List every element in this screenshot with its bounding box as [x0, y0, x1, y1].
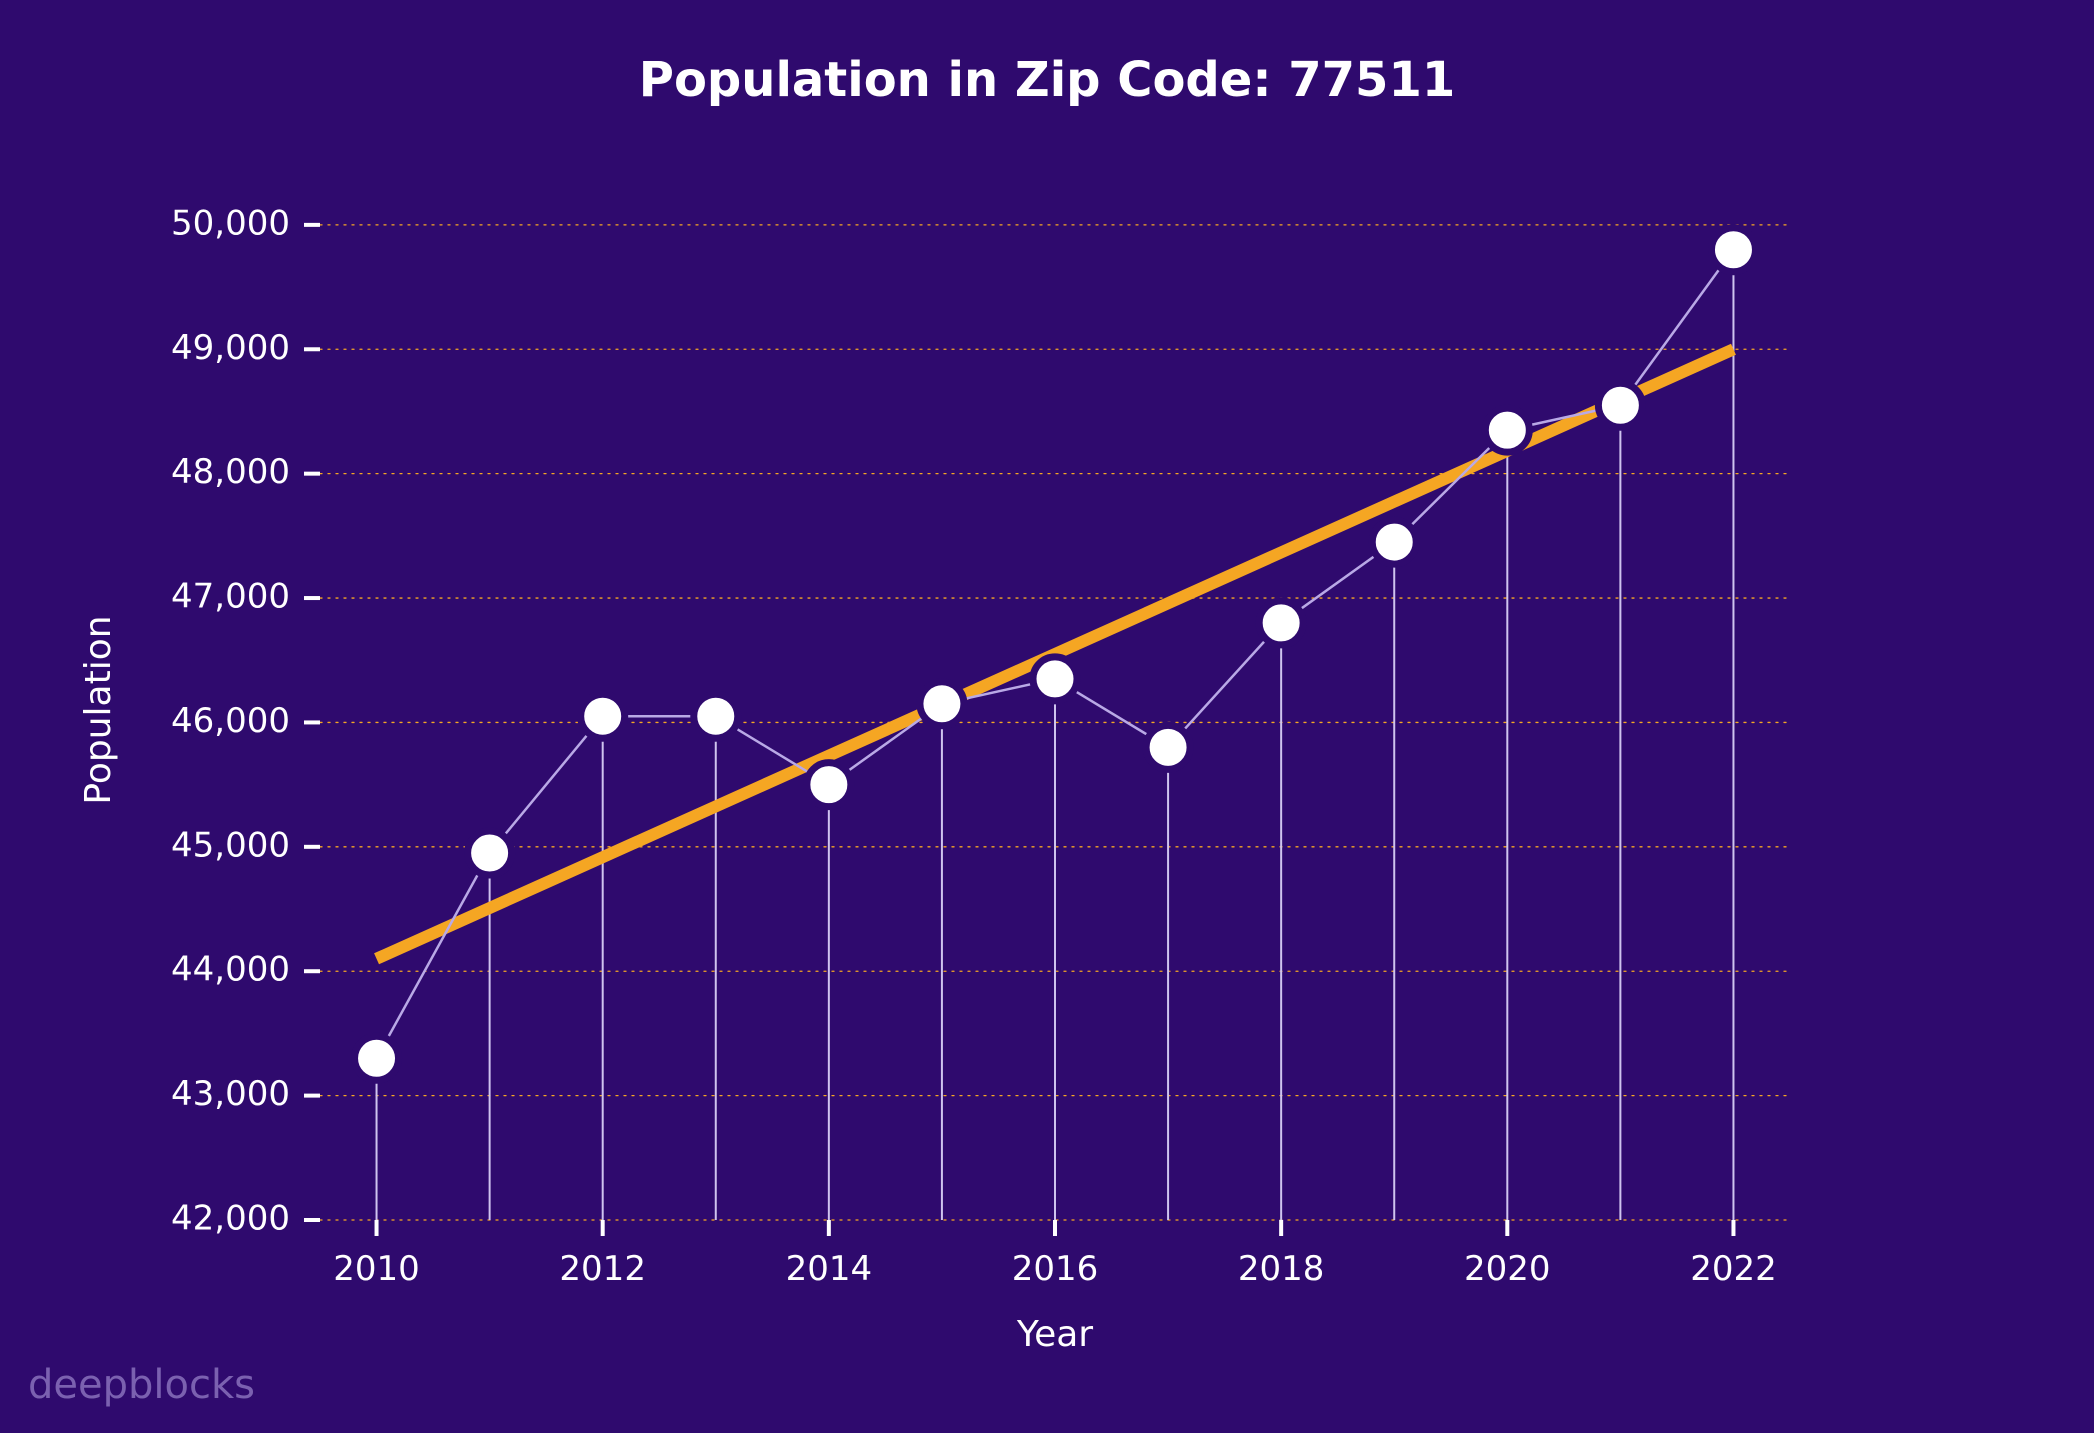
- y-tick-label: 46,000: [171, 701, 290, 741]
- x-tick-label: 2018: [1238, 1249, 1325, 1289]
- y-axis-label: Population: [78, 615, 119, 804]
- x-tick-label: 2020: [1464, 1249, 1551, 1289]
- x-tick-label: 2012: [559, 1249, 646, 1289]
- data-point-marker: [1146, 725, 1190, 769]
- data-point-marker: [807, 763, 851, 807]
- chart-title: Population in Zip Code: 77511: [639, 52, 1455, 108]
- x-tick-label: 2010: [333, 1249, 420, 1289]
- y-tick-label: 47,000: [171, 577, 290, 617]
- y-tick-label: 42,000: [171, 1199, 290, 1239]
- data-point-marker: [920, 682, 964, 726]
- data-point-marker: [1372, 520, 1416, 564]
- data-point-marker: [1711, 228, 1755, 272]
- data-point-marker: [694, 694, 738, 738]
- chart-svg: 42,000 43,000 44,000 45,000 46,000 47,000 48,0…: [0, 0, 2094, 1433]
- data-point-marker: [1598, 383, 1642, 427]
- y-tick-label: 44,000: [171, 950, 290, 990]
- y-tick-label: 45,000: [171, 825, 290, 865]
- data-point-marker: [1033, 657, 1077, 701]
- population-chart: 42,000 43,000 44,000 45,000 46,000 47,000 48,0…: [0, 0, 2094, 1433]
- data-point-marker: [581, 694, 625, 738]
- x-tick-label: 2016: [1012, 1249, 1099, 1289]
- y-tick-label: 48,000: [171, 452, 290, 492]
- x-axis-label: Year: [1016, 1314, 1093, 1355]
- x-tick-label: 2022: [1690, 1249, 1777, 1289]
- data-point-marker: [1485, 408, 1529, 452]
- y-tick-label: 49,000: [171, 328, 290, 368]
- x-tick-label: 2014: [786, 1249, 873, 1289]
- y-tick-label: 50,000: [171, 203, 290, 243]
- data-point-marker: [355, 1036, 399, 1080]
- data-point-marker: [1259, 601, 1303, 645]
- y-tick-label: 43,000: [171, 1074, 290, 1114]
- watermark-text: deepblocks: [28, 1362, 255, 1408]
- data-point-marker: [468, 831, 512, 875]
